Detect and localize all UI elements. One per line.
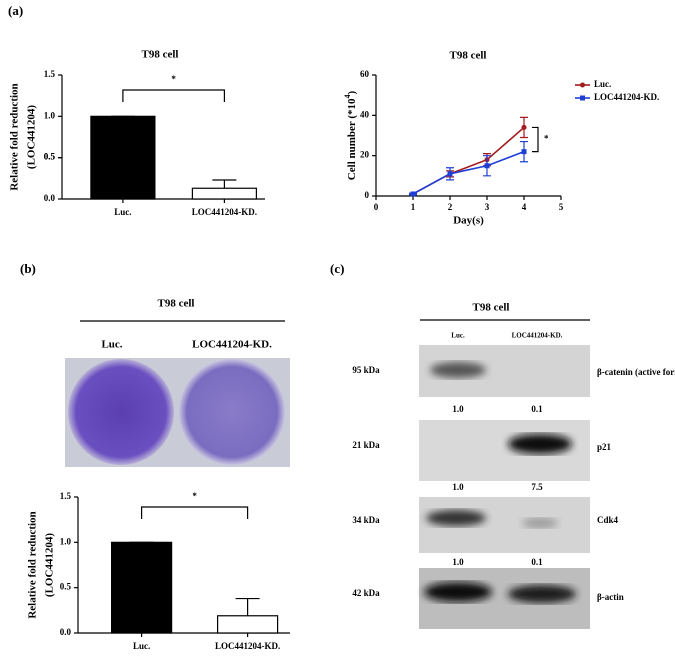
y-tick-label: 0.0 <box>60 627 72 637</box>
bar <box>90 115 156 200</box>
blot-protein: β-catenin (active form) <box>597 367 675 377</box>
y-axis-label: Cell number (*104) <box>343 90 358 180</box>
blot-quant: 1.0 <box>452 482 464 492</box>
marker <box>521 149 527 155</box>
x-tick-label: Luc. <box>114 207 131 217</box>
x-tick-label: Luc. <box>133 641 150 651</box>
colony-label: LOC441204-KD. <box>192 339 272 351</box>
legend-marker <box>580 82 585 88</box>
marker <box>447 171 453 177</box>
blot-protein: p21 <box>597 442 612 452</box>
legend-label: Luc. <box>594 79 611 89</box>
panel-label: (c) <box>330 261 344 276</box>
marker <box>521 124 527 130</box>
y-axis-label-part: ) <box>346 90 358 94</box>
lane-label: LOC441204-KD. <box>512 332 563 340</box>
annotation: * <box>544 134 549 144</box>
y-axis-label-part: Cell number (*10 <box>346 98 358 180</box>
y-tick-label: 0.5 <box>44 152 56 162</box>
colony-label: Luc. <box>101 339 122 351</box>
blot-size: 34 kDa <box>352 515 380 525</box>
y-tick-label: 0.5 <box>60 582 72 592</box>
y-tick-label: 40 <box>360 109 370 119</box>
x-tick-label: 4 <box>522 202 527 212</box>
marker <box>410 191 416 197</box>
legend-marker <box>580 95 585 101</box>
y-axis-label: Relative fold reduction <box>27 511 39 618</box>
y-tick-label: 60 <box>360 69 370 79</box>
colony-title: T98 cell <box>158 298 195 310</box>
blot-protein: Cdk4 <box>597 515 619 525</box>
legend-label: LOC441204-KD. <box>594 92 659 102</box>
series-line <box>412 150 525 195</box>
blot-quant: 0.1 <box>531 557 543 567</box>
blot-size: 21 kDa <box>352 440 380 450</box>
y-tick-label: 0.5 <box>44 152 56 162</box>
blot-protein: β-actin <box>597 592 624 602</box>
significance-bracket <box>141 506 249 519</box>
blot-quant: 7.5 <box>531 482 543 492</box>
y-tick-label: 1.5 <box>60 491 72 501</box>
bar <box>217 615 279 634</box>
significance-bracket <box>122 89 225 102</box>
y-tick-label: 1.0 <box>60 536 72 546</box>
bar <box>110 541 173 634</box>
x-tick-label: 5 <box>559 202 564 212</box>
y-axis-label-part: 4 <box>343 94 352 98</box>
colony-well <box>68 359 174 465</box>
y-tick-label: 20 <box>360 150 370 160</box>
blot-title: T98 cell <box>473 302 510 314</box>
x-tick-label: 1 <box>411 202 416 212</box>
x-axis-label: Day(s) <box>453 215 484 227</box>
y-axis-label: (LOC441204) <box>44 533 56 598</box>
y-tick-label: 1.5 <box>44 69 56 79</box>
panel-label: (b) <box>20 261 36 276</box>
panel-label: (a) <box>8 3 23 18</box>
y-tick-label: 0.0 <box>44 193 56 203</box>
x-tick-label: LOC441204-KD. <box>192 207 257 217</box>
x-tick-label: 3 <box>485 202 490 212</box>
blot-images <box>419 345 590 629</box>
chart-title: T98 cell <box>450 50 487 62</box>
blot-quant: 0.1 <box>531 404 543 414</box>
significance-bracket <box>532 126 539 153</box>
y-axis-label: (LOC441204) <box>26 105 38 170</box>
chart-title: T98 cell <box>142 49 179 61</box>
bar <box>191 187 257 200</box>
x-tick-label: 2 <box>448 202 453 212</box>
colony-well <box>179 359 285 465</box>
x-tick-label: LOC441204-KD. <box>215 641 280 651</box>
annotation: * <box>171 74 176 84</box>
blot-size: 42 kDa <box>352 588 380 598</box>
y-tick-label: 1.0 <box>44 110 56 120</box>
blot-size: 95 kDa <box>352 365 380 375</box>
y-axis-label: Relative fold reduction <box>9 83 21 190</box>
lane-label: Luc. <box>451 332 465 340</box>
x-tick-label: 0 <box>374 202 379 212</box>
blot-quant: 1.0 <box>452 404 464 414</box>
marker <box>484 163 490 169</box>
blot-quant: 1.0 <box>452 557 464 567</box>
y-tick-label: 0 <box>365 190 370 200</box>
annotation: * <box>192 491 197 501</box>
